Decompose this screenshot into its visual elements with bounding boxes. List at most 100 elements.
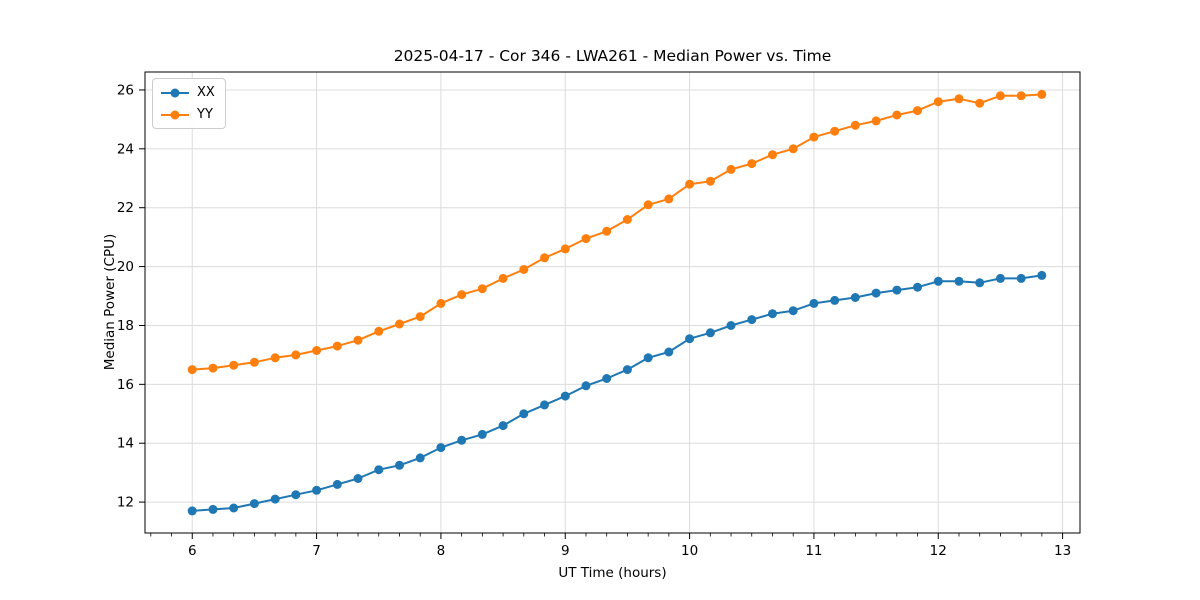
xx-marker [705,328,715,338]
yy-marker [374,326,384,336]
xx-marker [312,485,322,495]
yy-marker [622,215,632,224]
yy-marker [726,164,736,174]
xx-marker [560,391,570,401]
xx-marker [726,321,736,330]
xx-marker [457,435,467,445]
yy-marker [581,234,591,244]
yy-marker [933,97,943,107]
yy-marker [353,335,363,345]
xx-marker [436,443,446,453]
yy-marker [954,94,964,104]
xx-marker [540,400,549,410]
yy-marker [395,319,404,329]
yy-marker [229,360,239,370]
x-tick-label: 8 [437,543,446,559]
yy-marker [975,98,985,108]
xx-marker [975,278,985,288]
xx-marker [187,506,197,516]
y-axis-label: Median Power (CPU) [102,233,118,371]
x-axis-label: UT Time (hours) [558,565,667,581]
yy-marker [436,298,446,308]
xx-marker [685,334,695,344]
yy-marker [705,176,715,186]
yy-marker [457,290,467,300]
yy-marker [208,363,218,373]
xx-marker [664,347,674,357]
xx-marker [933,276,943,286]
legend: XX YY [152,78,226,129]
chart-title: 2025-04-17 - Cor 346 - LWA261 - Median P… [393,47,832,65]
yy-marker [1016,91,1026,101]
y-tick-label: 26 [117,82,134,98]
yy-marker [332,341,342,351]
xx-marker [830,295,840,305]
yy-marker [850,120,860,130]
yy-marker [249,357,259,367]
xx-marker [1016,273,1026,283]
legend-label-xx: XX [197,85,215,100]
legend-swatch-xx-icon [161,88,189,97]
yy-marker [643,200,653,210]
yy-marker [913,106,922,116]
yy-marker [788,144,798,154]
xx-marker [622,365,632,375]
yy-marker [1037,89,1047,99]
yy-marker [995,91,1005,101]
xx-marker [270,494,280,504]
xx-marker [768,309,777,319]
x-tick-label: 9 [561,543,570,559]
xx-marker [374,465,384,475]
xx-marker [809,298,819,308]
x-tick-label: 13 [1054,543,1071,559]
yy-marker [602,226,612,236]
x-tick-label: 11 [805,543,822,559]
y-tick-label: 16 [117,377,134,393]
yy-marker [187,365,197,375]
xx-marker [602,374,612,383]
x-tick-label: 12 [930,543,947,559]
yy-marker [270,353,280,363]
yy-marker [415,312,425,322]
xx-marker [498,421,508,431]
series-yy-line [191,93,1043,371]
xx-marker [747,315,757,325]
xx-marker [892,285,902,295]
xx-marker [995,273,1005,283]
xx-marker [788,306,798,316]
yy-marker [540,253,549,263]
yy-marker [560,244,570,254]
yy-marker [892,110,902,120]
y-tick-label: 18 [117,318,134,334]
xx-marker [208,504,218,514]
legend-item-yy: YY [160,105,215,124]
xx-marker [477,429,487,439]
yy-marker [312,346,322,355]
grid [145,72,1080,533]
yy-marker [747,159,757,169]
yy-marker [498,273,508,283]
xx-marker [353,474,363,483]
xx-marker [395,460,404,470]
x-tick-label: 6 [188,543,197,559]
y-tick-label: 14 [117,436,134,452]
x-tick-label: 7 [312,543,321,559]
y-tick-label: 20 [117,259,134,275]
xx-marker [850,293,860,302]
yy-marker [685,179,695,189]
series-xx-line [191,274,1043,512]
yy-marker [664,194,674,204]
xx-marker [332,479,342,489]
y-tick-label: 24 [117,141,134,157]
x-tick-label: 10 [681,543,698,559]
yy-marker [830,126,840,136]
yy-marker [768,150,777,160]
plot-border [144,71,1081,534]
xx-marker [519,409,529,419]
xx-marker [913,282,922,292]
xx-marker [415,453,425,463]
xx-marker [291,490,301,500]
legend-swatch-yy-icon [161,110,189,119]
